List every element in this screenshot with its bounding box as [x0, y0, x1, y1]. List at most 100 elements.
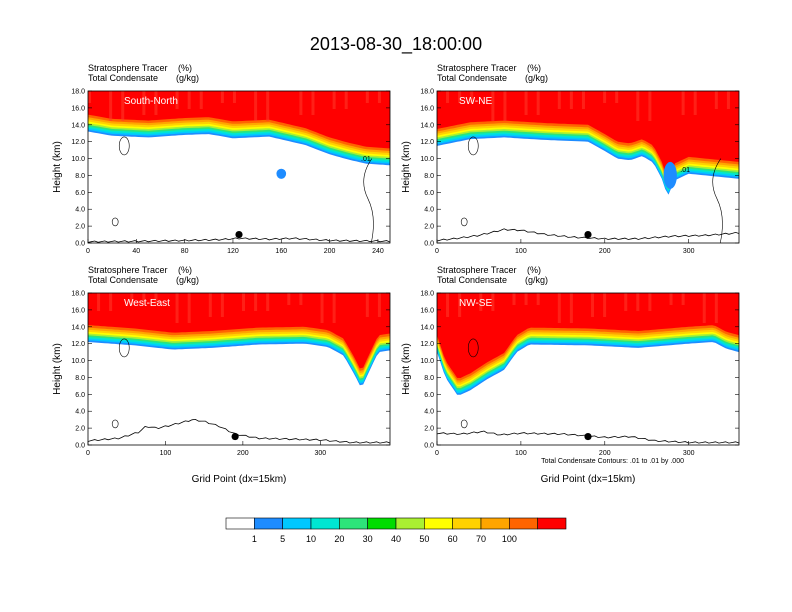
panel-unit1: (%) [178, 265, 192, 275]
x-tick-label: 0 [86, 450, 90, 457]
tracer-band-0 [88, 91, 390, 149]
y-tick-label: 6.0 [75, 392, 85, 399]
panel-unit2: (g/kg) [176, 275, 199, 285]
y-axis-label: Height (km) [401, 343, 412, 395]
colorbar-swatch [452, 517, 482, 530]
y-tick-label: 12.0 [71, 139, 85, 146]
y-tick-label: 4.0 [75, 409, 85, 416]
plot-area: .01 [437, 91, 739, 243]
y-tick-label: 14.0 [71, 122, 85, 129]
y-tick-label: 0.0 [75, 241, 85, 248]
tracer-streak [726, 91, 730, 109]
y-axis-label: Height (km) [52, 141, 63, 193]
panel-label1: Stratosphere Tracer [88, 265, 168, 275]
tracer-streak [266, 293, 270, 311]
panel-label2: Total Condensate [437, 73, 507, 83]
x-tick-label: 100 [515, 450, 527, 457]
x-tick-label: 120 [227, 248, 239, 255]
tracer-streak [524, 91, 528, 115]
y-tick-label: 2.0 [424, 224, 434, 231]
tracer-streak [681, 91, 685, 115]
tracer-streak [287, 293, 291, 305]
panel-unit1: (%) [527, 63, 541, 73]
y-tick-label: 14.0 [420, 324, 434, 331]
panel-unit2: (g/kg) [176, 73, 199, 83]
y-tick-label: 2.0 [75, 224, 85, 231]
tracer-streak [344, 91, 348, 109]
x-tick-label: 100 [160, 450, 172, 457]
y-tick-label: 12.0 [420, 139, 434, 146]
panel-label2: Total Condensate [88, 275, 158, 285]
tracer-streak [332, 293, 336, 323]
plot-area [437, 293, 739, 445]
plot-frame [87, 90, 391, 244]
y-tick-label: 8.0 [75, 375, 85, 382]
tracer-streak [669, 293, 673, 305]
tracer-band-0 [437, 91, 739, 178]
plot-frame [436, 292, 740, 446]
tracer-streak [175, 293, 179, 323]
tracer-streak [154, 293, 158, 305]
contour-label: .01 [680, 167, 690, 174]
tracer-streak [109, 293, 113, 311]
tracer-streak [208, 293, 212, 317]
x-tick-label: 200 [324, 248, 336, 255]
tracer-streak [624, 293, 628, 311]
contour-label: .01 [361, 156, 371, 163]
y-tick-label: 10.0 [420, 358, 434, 365]
colorbar-swatch [254, 517, 283, 530]
y-tick-label: 14.0 [420, 122, 434, 129]
tracer-streak [603, 91, 607, 103]
x-axis-label: Grid Point (dx=15km) [192, 474, 287, 485]
x-tick-label: 0 [86, 248, 90, 255]
colorbar-swatch [310, 517, 340, 530]
panel-label2: Total Condensate [437, 275, 507, 285]
tracer-blob [276, 168, 287, 179]
tracer-streak [702, 293, 706, 323]
x-tick-label: 0 [435, 450, 439, 457]
panel-sw-ne: Stratosphere Tracer (%) Total Condensate (g… [401, 63, 740, 255]
panel-name: NW-SE [459, 298, 492, 309]
tracer-streak [603, 293, 607, 317]
x-tick-label: 200 [599, 450, 611, 457]
tracer-streak [446, 293, 450, 317]
colorbar-swatch [480, 517, 510, 530]
x-tick-label: 100 [515, 248, 527, 255]
tracer-streak [615, 91, 619, 103]
y-tick-label: 18.0 [420, 291, 434, 298]
colorbar-swatch [282, 517, 312, 530]
colorbar-label: 10 [306, 534, 316, 544]
panel-name: South-North [124, 96, 178, 107]
tracer-streak [693, 91, 697, 115]
condensate-contour [712, 158, 723, 243]
tracer-streak [130, 293, 134, 305]
tracer-streak [491, 91, 495, 121]
location-marker [231, 432, 239, 441]
y-tick-label: 10.0 [71, 358, 85, 365]
condensate-contour [467, 136, 479, 156]
tracer-streak [142, 91, 146, 115]
tracer-streak [470, 91, 474, 103]
tracer-streak [681, 293, 685, 305]
tracer-streak [299, 293, 303, 305]
y-tick-label: 14.0 [71, 324, 85, 331]
y-tick-label: 2.0 [424, 426, 434, 433]
x-tick-label: 300 [683, 248, 695, 255]
colorbar-label: 30 [363, 534, 373, 544]
x-tick-label: 0 [435, 248, 439, 255]
tracer-blob [663, 161, 677, 189]
tracer-streak [581, 91, 585, 109]
colorbar-label: 1 [252, 534, 257, 544]
y-tick-label: 18.0 [71, 89, 85, 96]
tracer-streak [254, 91, 258, 121]
condensate-contour [118, 338, 130, 358]
y-tick-label: 10.0 [420, 156, 434, 163]
colorbar-swatch [537, 517, 567, 530]
tracer-streak [377, 293, 381, 317]
y-tick-label: 4.0 [424, 207, 434, 214]
y-tick-label: 8.0 [75, 173, 85, 180]
tracer-streak [524, 293, 528, 305]
x-tick-label: 300 [314, 450, 326, 457]
tracer-streak [232, 91, 236, 103]
tracer-streak [154, 91, 158, 115]
